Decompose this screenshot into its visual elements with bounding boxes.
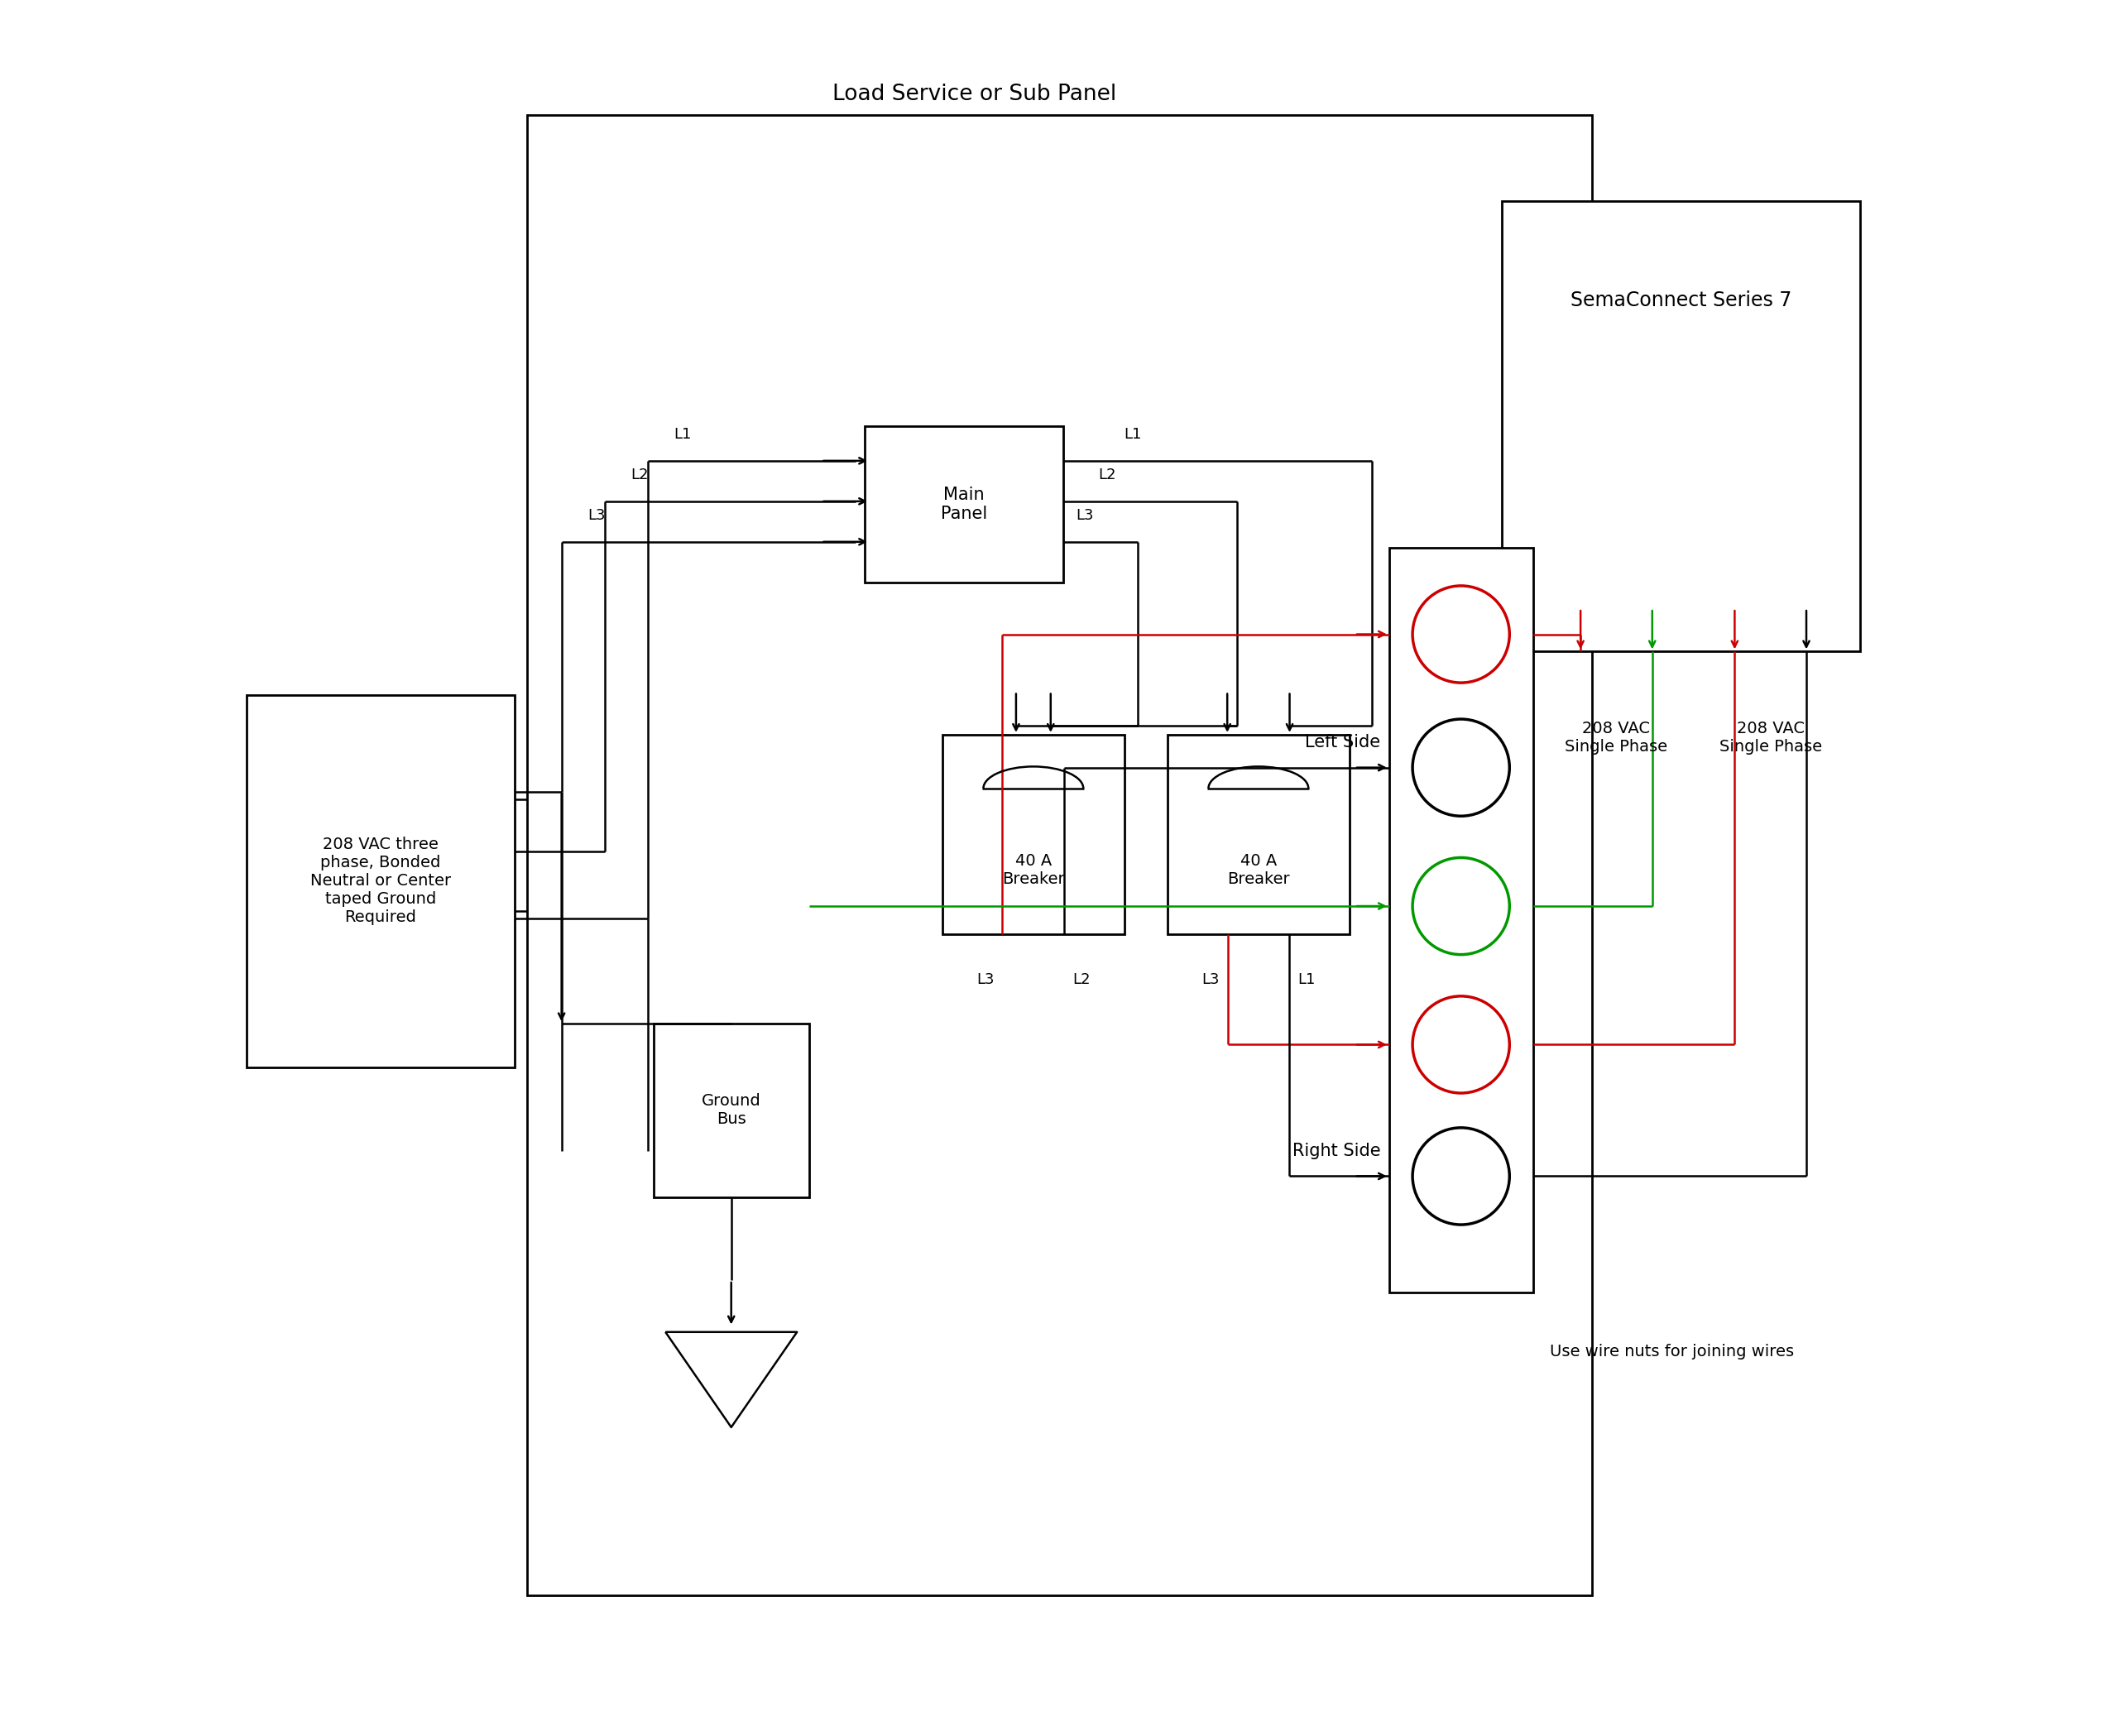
Text: L3: L3: [977, 972, 994, 986]
Text: 208 VAC
Single Phase: 208 VAC Single Phase: [1566, 720, 1667, 755]
Bar: [943, 734, 1125, 934]
Text: 40 A
Breaker: 40 A Breaker: [1228, 852, 1289, 887]
Text: 40 A
Breaker: 40 A Breaker: [1002, 852, 1066, 887]
Text: L1: L1: [1298, 972, 1315, 986]
Text: Right Side: Right Side: [1291, 1142, 1380, 1160]
Text: Ground
Bus: Ground Bus: [701, 1094, 762, 1127]
Text: 208 VAC three
phase, Bonded
Neutral or Center
taped Ground
Required: 208 VAC three phase, Bonded Neutral or C…: [310, 837, 452, 925]
Text: Load Service or Sub Panel: Load Service or Sub Panel: [831, 83, 1116, 104]
Text: L3: L3: [1076, 509, 1093, 523]
Text: L3: L3: [587, 509, 606, 523]
Bar: [865, 427, 1063, 582]
Text: L2: L2: [1072, 972, 1091, 986]
Text: L2: L2: [631, 467, 648, 483]
Bar: [654, 1024, 808, 1196]
Text: L1: L1: [1125, 427, 1142, 441]
Bar: [528, 115, 1591, 1595]
Text: Left Side: Left Side: [1306, 734, 1380, 750]
Text: L1: L1: [673, 427, 692, 441]
Bar: [1167, 734, 1348, 934]
Text: SemaConnect Series 7: SemaConnect Series 7: [1570, 290, 1791, 311]
Bar: [247, 694, 515, 1068]
Text: Use wire nuts for joining wires: Use wire nuts for joining wires: [1551, 1344, 1793, 1359]
Bar: [1388, 547, 1532, 1292]
Text: L2: L2: [1097, 467, 1116, 483]
Bar: [1502, 201, 1861, 651]
Text: Main
Panel: Main Panel: [941, 486, 987, 523]
Text: 208 VAC
Single Phase: 208 VAC Single Phase: [1720, 720, 1821, 755]
Text: L3: L3: [1201, 972, 1220, 986]
